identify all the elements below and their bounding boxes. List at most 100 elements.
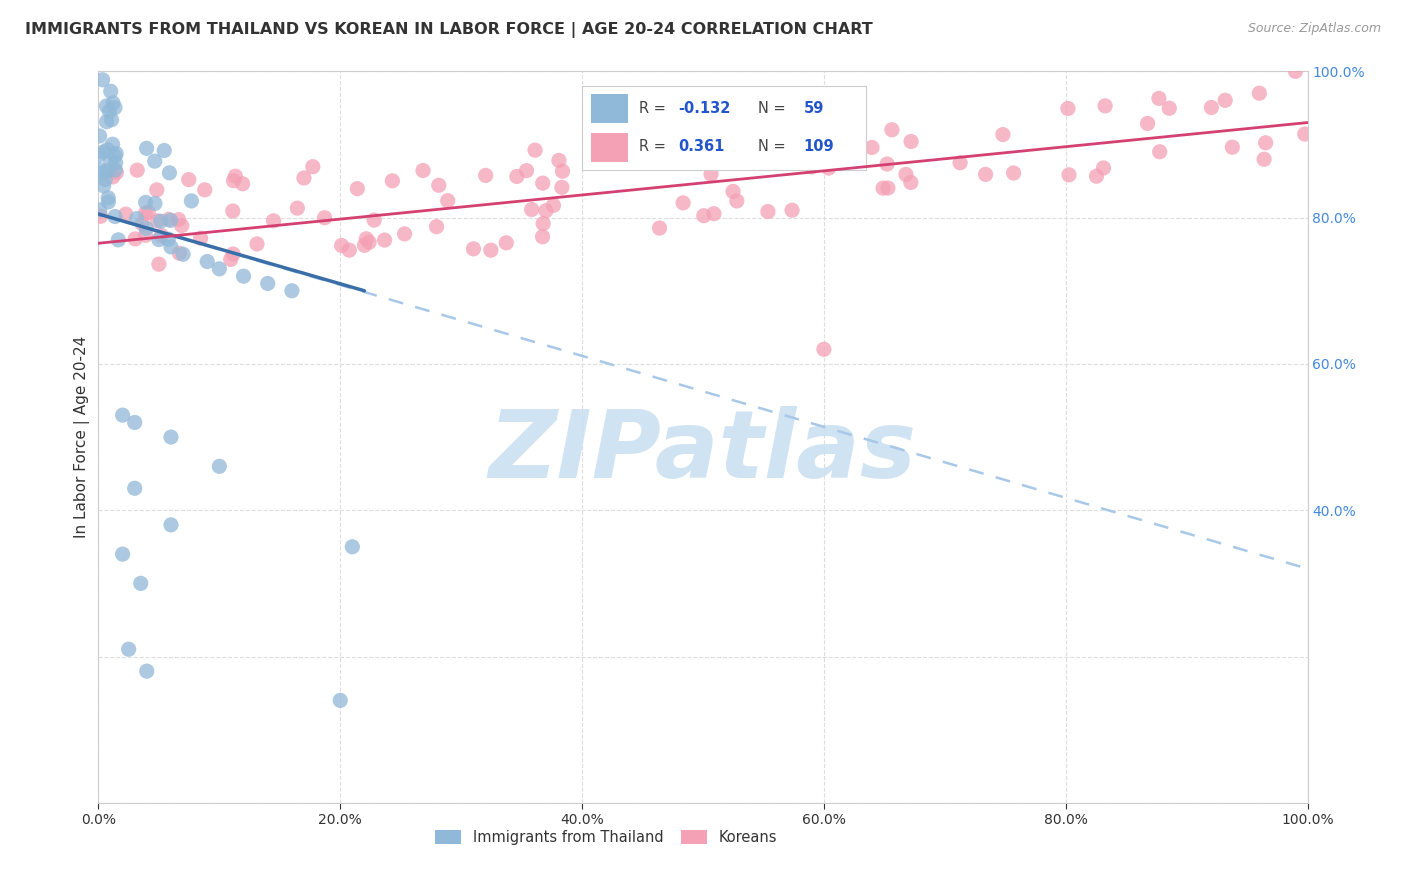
Point	[780, 203, 803, 218]
Point	[721, 185, 744, 199]
Point	[412, 163, 434, 178]
Point	[143, 154, 166, 169]
Point	[876, 157, 898, 171]
Point	[107, 233, 129, 247]
Point	[900, 176, 922, 190]
Point	[329, 693, 352, 707]
Point	[1213, 93, 1236, 107]
Point	[425, 219, 447, 234]
Point	[157, 232, 180, 246]
Point	[301, 160, 323, 174]
Point	[394, 227, 416, 241]
Point	[96, 143, 118, 157]
Point	[134, 206, 156, 220]
Point	[125, 211, 148, 226]
Point	[91, 145, 114, 159]
Point	[104, 149, 127, 163]
Point	[222, 204, 245, 219]
Point	[135, 141, 157, 155]
Point	[135, 195, 157, 210]
Point	[150, 228, 173, 243]
Point	[224, 169, 246, 184]
Point	[693, 209, 716, 223]
Point	[89, 128, 111, 143]
Point	[93, 178, 115, 193]
Point	[167, 212, 190, 227]
Point	[143, 196, 166, 211]
Point	[100, 84, 122, 98]
Point	[285, 201, 308, 215]
Point	[160, 240, 183, 254]
Y-axis label: In Labor Force | Age 20-24: In Labor Force | Age 20-24	[75, 336, 90, 538]
Point	[1136, 116, 1159, 130]
Point	[170, 219, 193, 233]
Point	[1249, 87, 1271, 101]
Point	[105, 146, 128, 161]
Point	[894, 168, 917, 182]
Point	[194, 183, 217, 197]
Point	[551, 180, 574, 194]
Point	[551, 164, 574, 178]
Point	[172, 247, 194, 261]
Point	[314, 211, 336, 225]
Point	[89, 202, 111, 217]
Text: Source: ZipAtlas.com: Source: ZipAtlas.com	[1247, 22, 1381, 36]
Point	[756, 204, 779, 219]
Point	[97, 191, 120, 205]
Point	[1254, 136, 1277, 150]
Point	[281, 284, 304, 298]
Point	[146, 214, 169, 228]
Point	[159, 213, 181, 227]
Point	[1057, 168, 1080, 182]
Point	[1002, 166, 1025, 180]
Point	[208, 261, 231, 276]
Point	[105, 165, 128, 179]
Point	[124, 481, 146, 495]
Point	[135, 664, 157, 678]
Point	[880, 122, 903, 136]
Point	[974, 168, 997, 182]
Point	[838, 148, 860, 162]
Point	[1147, 91, 1170, 105]
Point	[427, 178, 450, 193]
Text: ZIPatlas: ZIPatlas	[489, 406, 917, 498]
Point	[222, 247, 245, 261]
Point	[101, 137, 124, 152]
Point	[648, 221, 671, 235]
Point	[131, 217, 153, 231]
Point	[148, 257, 170, 271]
Point	[134, 228, 156, 243]
Point	[159, 166, 181, 180]
Point	[524, 143, 547, 157]
Point	[91, 72, 114, 87]
Point	[129, 576, 152, 591]
Point	[104, 156, 127, 170]
Point	[98, 104, 121, 119]
Point	[1085, 169, 1108, 184]
Point	[813, 343, 835, 357]
Point	[292, 171, 315, 186]
Point	[672, 195, 695, 210]
Point	[100, 154, 122, 169]
Point	[148, 233, 170, 247]
Point	[725, 194, 748, 208]
Point	[495, 235, 517, 250]
Point	[1201, 101, 1223, 115]
Point	[342, 540, 364, 554]
Point	[160, 430, 183, 444]
Point	[94, 172, 117, 186]
Point	[111, 547, 134, 561]
Point	[89, 162, 111, 177]
Point	[359, 235, 381, 250]
Point	[127, 163, 149, 178]
Point	[190, 231, 212, 245]
Point	[1149, 145, 1171, 159]
Point	[90, 209, 112, 223]
Point	[463, 242, 485, 256]
Point	[1057, 102, 1080, 116]
Point	[96, 163, 118, 178]
Point	[91, 166, 114, 180]
Point	[543, 198, 565, 212]
Point	[1159, 101, 1181, 115]
Point	[100, 112, 122, 127]
